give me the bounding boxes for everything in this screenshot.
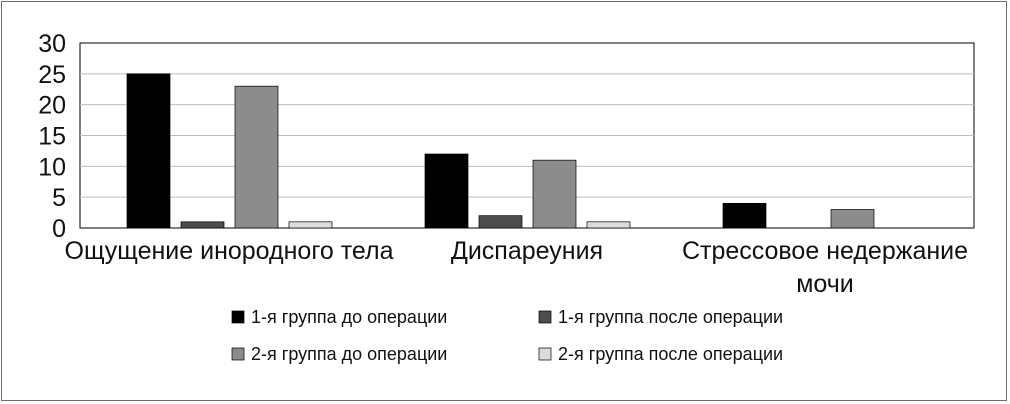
y-tick-label: 25 (38, 61, 66, 89)
bar (126, 73, 171, 229)
legend-swatch (538, 347, 552, 361)
category-labels: Ощущение инородного тела Диспареуния Стрес… (65, 237, 969, 298)
category-label: Ощущение инородного тела (65, 237, 394, 265)
bar (478, 215, 523, 229)
y-tick-label: 30 (38, 30, 66, 58)
legend-label: 1-я группа после операции (558, 307, 783, 327)
y-tick-label: 5 (52, 184, 66, 212)
legend-label: 2-я группа до операции (251, 344, 447, 364)
category-label: Диспареуния (451, 237, 603, 265)
legend-label: 2-я группа после операции (558, 344, 783, 364)
y-tick-label: 15 (38, 123, 66, 151)
bar (180, 221, 225, 229)
bar (532, 159, 577, 229)
category-label: мочи (796, 270, 854, 298)
legend-swatch (231, 347, 245, 361)
legend-swatch (538, 310, 552, 324)
y-tick-label: 10 (38, 153, 66, 181)
category-label: Стрессовое недержание (682, 237, 968, 265)
y-tick-label: 20 (38, 92, 66, 120)
bar (234, 85, 279, 229)
bar (288, 221, 333, 229)
bar (424, 153, 469, 229)
bars (126, 73, 875, 229)
gridlines (79, 42, 975, 229)
y-tick-label: 0 (52, 215, 66, 243)
legend: 1-я группа до операции 1-я группа после о… (231, 307, 783, 364)
bar (586, 221, 631, 229)
bar (830, 209, 875, 229)
legend-label: 1-я группа до операции (251, 307, 447, 327)
bar (722, 202, 767, 229)
legend-swatch (231, 310, 245, 324)
